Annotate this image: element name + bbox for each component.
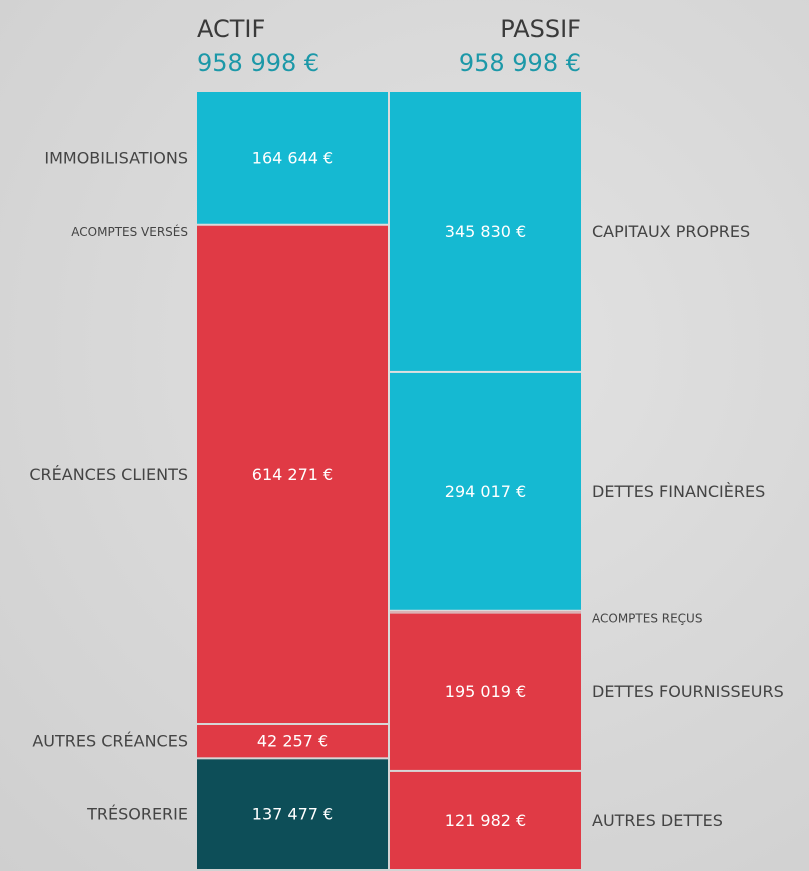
segment (197, 225, 388, 227)
column-title: PASSIF (500, 15, 581, 43)
segment (390, 611, 581, 613)
column-title: ACTIF (197, 15, 265, 43)
segment-name: DETTES FINANCIÈRES (592, 482, 765, 501)
value-label: 195 019 € (445, 682, 526, 701)
segment-name: AUTRES DETTES (592, 811, 723, 830)
segment-name: AUTRES CRÉANCES (32, 732, 188, 751)
segment-name: CRÉANCES CLIENTS (29, 465, 188, 484)
column-total: 958 998 € (197, 49, 319, 77)
segment-name: CAPITAUX PROPRES (592, 222, 750, 241)
segment (390, 613, 581, 770)
segment (197, 92, 388, 224)
column-total: 958 998 € (459, 49, 581, 77)
value-label: 121 982 € (445, 811, 526, 830)
value-label: 294 017 € (445, 482, 526, 501)
segment (197, 759, 388, 869)
value-label: 137 477 € (252, 805, 333, 824)
segment-name: ACOMPTES VERSÉS (71, 224, 188, 239)
segment (390, 372, 581, 610)
segment (390, 92, 581, 371)
value-label: 164 644 € (252, 148, 333, 167)
segment-name: IMMOBILISATIONS (44, 148, 188, 167)
value-label: 345 830 € (445, 222, 526, 241)
segment-name: DETTES FOURNISSEURS (592, 682, 784, 701)
segment (390, 771, 581, 869)
segment-name: ACOMPTES REÇUS (592, 611, 702, 625)
value-label: 614 271 € (252, 465, 333, 484)
segment (197, 725, 388, 758)
segment (197, 226, 388, 724)
value-label: 42 257 € (257, 732, 328, 751)
segment-name: TRÉSORERIE (86, 805, 188, 824)
